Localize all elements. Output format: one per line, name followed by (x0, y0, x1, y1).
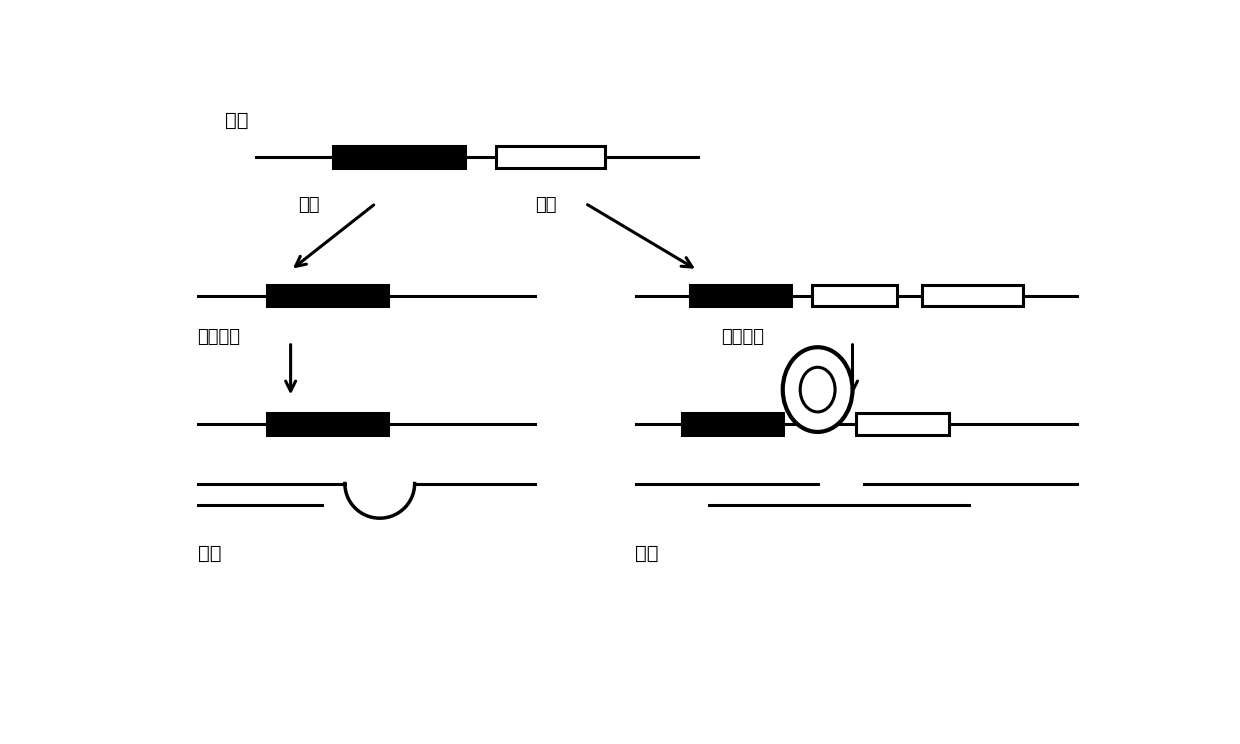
Ellipse shape (782, 347, 853, 432)
Bar (682, 414, 782, 435)
Text: 探针: 探针 (197, 544, 221, 562)
Text: 缺失: 缺失 (299, 196, 320, 214)
Bar (812, 285, 898, 307)
Bar (268, 285, 387, 307)
Bar (923, 285, 1023, 307)
Text: 插入: 插入 (534, 196, 557, 214)
Text: 基因: 基因 (224, 111, 248, 130)
Bar (334, 147, 465, 168)
Ellipse shape (800, 368, 835, 412)
Text: 探针捕获: 探针捕获 (720, 328, 764, 346)
Bar (496, 147, 605, 168)
Bar (689, 285, 791, 307)
Text: 探针: 探针 (635, 544, 658, 562)
Text: 探针捕获: 探针捕获 (197, 328, 241, 346)
Bar (268, 414, 387, 435)
Bar (857, 414, 950, 435)
